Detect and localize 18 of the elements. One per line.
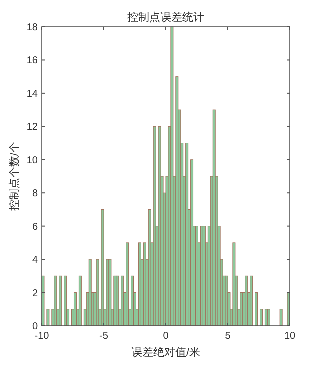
x-tick-label: -10 — [34, 331, 50, 342]
y-tick-label: 18 — [26, 22, 38, 34]
chart-title: 控制点误差统计 — [128, 11, 204, 24]
y-tick-label: 14 — [26, 88, 38, 100]
x-tick-label: 5 — [225, 331, 232, 342]
y-tick-label: 0 — [32, 322, 38, 332]
x-tick-label: -5 — [100, 331, 109, 342]
y-axis-title: 控制点个数/个 — [8, 142, 21, 212]
y-tick-label: 16 — [26, 56, 38, 67]
y-tick-label: 6 — [32, 222, 38, 233]
x-tick-label: 0 — [163, 331, 170, 342]
y-tick-label: 2 — [32, 288, 38, 300]
y-tick-label: 4 — [32, 255, 38, 266]
x-axis-title: 误差绝对值/米 — [131, 346, 201, 359]
y-tick-label: 10 — [26, 155, 38, 166]
x-tick-label: 10 — [284, 331, 296, 342]
y-tick-label: 12 — [26, 122, 38, 134]
y-tick-label: 8 — [32, 188, 38, 200]
